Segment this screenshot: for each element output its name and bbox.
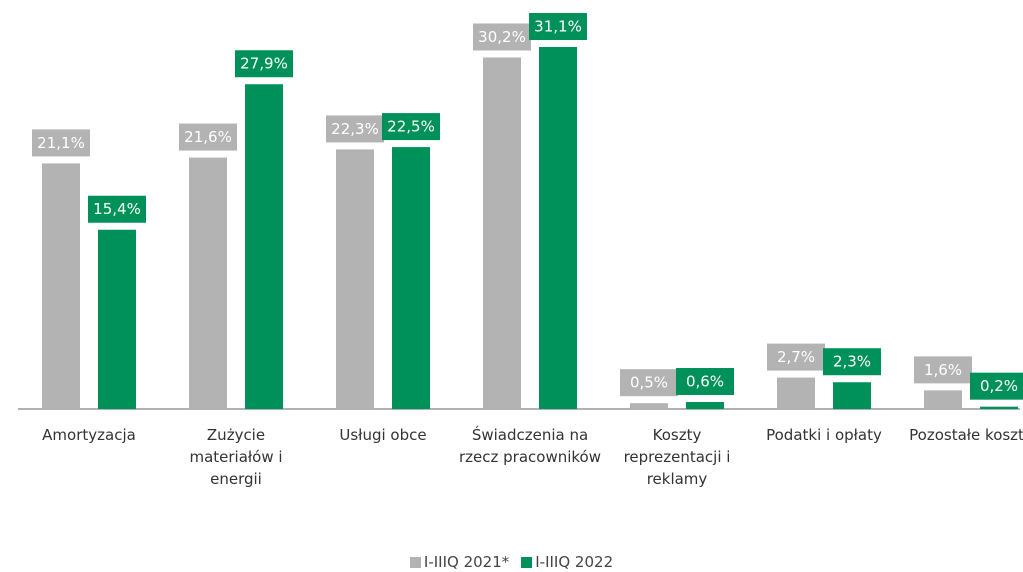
bar [980, 406, 1018, 409]
bar [539, 47, 577, 409]
data-label-box [382, 113, 440, 141]
x-tick-label: Świadczenia na rzecz pracowników [458, 426, 601, 466]
data-label-text: 0,5% [630, 374, 668, 392]
data-label: 1,6% [914, 356, 972, 384]
data-label-text: 27,9% [240, 55, 288, 73]
data-label: 2,7% [767, 343, 825, 371]
data-label-box [179, 123, 237, 151]
legend-label: I-IIIQ 2022 [535, 553, 614, 571]
data-label-box [914, 356, 972, 384]
data-label: 30,2% [473, 23, 531, 51]
data-label-box [88, 195, 146, 223]
x-tick-label: Podatki i opłaty [766, 426, 882, 444]
bar [336, 149, 374, 410]
data-label-box [970, 372, 1023, 400]
data-label-text: 22,3% [331, 120, 379, 138]
data-label-text: 21,6% [184, 128, 232, 146]
bar [98, 229, 136, 409]
data-label-box [529, 13, 587, 40]
data-label-box [326, 115, 384, 143]
data-label: 22,3% [326, 115, 384, 143]
data-label-box [32, 129, 90, 157]
x-tick-label: Usługi obce [339, 426, 427, 444]
bar [630, 403, 668, 409]
x-tick-label: Zużycie materiałów i energii [189, 426, 283, 488]
bar [924, 390, 962, 409]
data-label: 0,5% [620, 369, 678, 397]
data-label-text: 0,6% [686, 373, 724, 391]
legend-item: I-IIIQ 2022 [521, 553, 613, 571]
data-label-box [235, 50, 293, 78]
bar [42, 163, 80, 409]
data-label-box [473, 23, 531, 51]
bar [833, 382, 871, 409]
data-label: 21,6% [179, 123, 237, 151]
legend: I-IIIQ 2021* I-IIIQ 2022 [0, 553, 1023, 571]
bar [483, 57, 521, 409]
data-label-box [676, 368, 734, 396]
data-label-box [767, 343, 825, 371]
x-tick-label: Koszty reprezentacji i reklamy [623, 426, 731, 488]
legend-label: I-IIIQ 2021* [423, 553, 510, 571]
bar [189, 157, 227, 409]
bar [686, 402, 724, 409]
bar [392, 147, 430, 409]
data-label-text: 2,7% [777, 348, 815, 366]
legend-swatch [409, 557, 421, 568]
data-label-text: 0,2% [980, 377, 1018, 395]
data-label: 21,1% [32, 129, 90, 157]
x-tick-label: Amortyzacja [42, 426, 136, 444]
data-label-box [620, 369, 678, 397]
data-label-text: 31,1% [534, 18, 582, 36]
x-tick-label: Pozostałe koszty [909, 426, 1023, 444]
data-label: 0,2% [970, 372, 1023, 400]
data-label: 31,1% [529, 13, 587, 40]
data-label-text: 22,5% [387, 118, 435, 136]
data-label-text: 21,1% [37, 134, 85, 152]
data-label: 27,9% [235, 50, 293, 78]
data-label-text: 15,4% [93, 200, 141, 218]
data-label: 22,5% [382, 113, 440, 141]
data-label-text: 1,6% [924, 361, 962, 379]
bar [245, 84, 283, 409]
legend-swatch [521, 557, 533, 568]
bar [777, 377, 815, 409]
data-label-text: 30,2% [478, 28, 526, 46]
legend-item: I-IIIQ 2021* [409, 553, 510, 571]
data-label: 0,6% [676, 368, 734, 396]
data-label: 2,3% [823, 348, 881, 376]
data-label-box [823, 348, 881, 376]
data-label-text: 2,3% [833, 353, 871, 371]
data-label: 15,4% [88, 195, 146, 223]
